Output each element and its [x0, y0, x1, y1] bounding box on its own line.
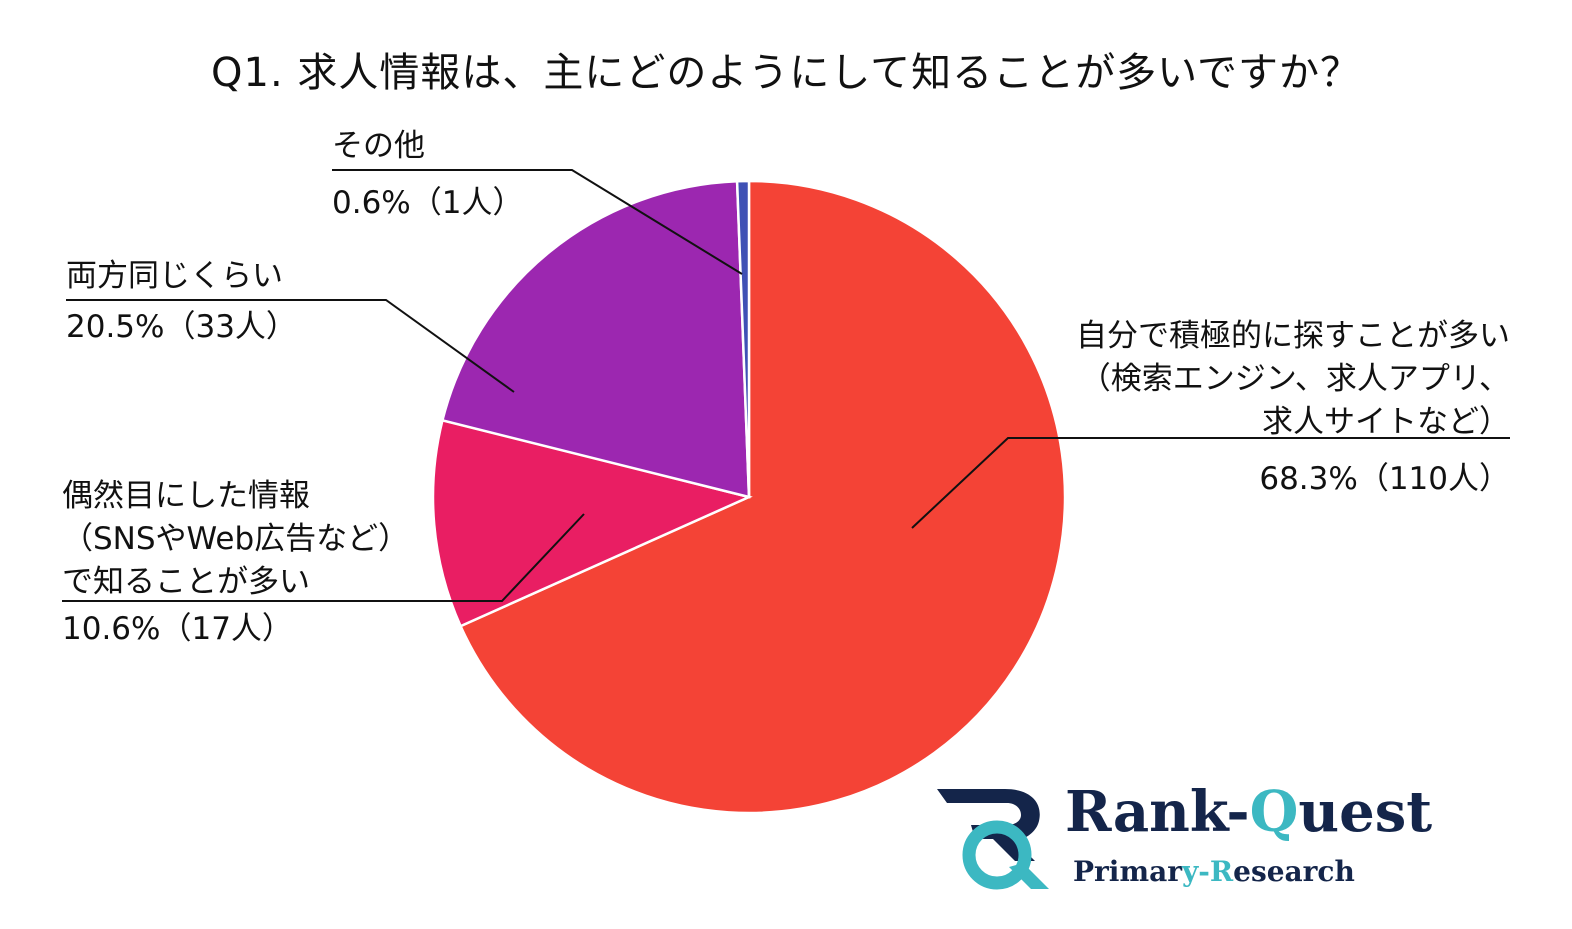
label-search-line-2: （検索エンジン、求人アプリ、 — [1079, 361, 1510, 397]
logo-title-c: Q — [1249, 779, 1299, 845]
label-search-line-3: 求人サイトなど） — [1262, 404, 1510, 440]
leader-line-other — [332, 169, 743, 275]
label-chance-line-1: 偶然目にした情報 — [62, 478, 310, 514]
label-chance-info: 偶然目にした情報 （SNSやWeb広告など） で知ることが多い 10.6%（17… — [62, 475, 409, 651]
logo-title: Rank-Quest — [1065, 779, 1432, 845]
rank-quest-logo: Rank-Quest Primary-Research — [935, 779, 1432, 895]
slice-chance-info — [431, 418, 753, 628]
logo-sub-c: R — [1209, 855, 1234, 888]
logo-title-d: uest — [1298, 779, 1433, 845]
logo-subtitle: Primary-Research — [1073, 855, 1355, 888]
logo-title-b: k- — [1189, 779, 1250, 845]
leader-line-both — [66, 299, 515, 393]
label-search-actively: 自分で積極的に探すことが多い （検索エンジン、求人アプリ、 求人サイトなど） 6… — [1076, 315, 1510, 501]
logo-sub-b: y- — [1181, 855, 1210, 888]
label-other: その他 0.6%（1人） — [332, 125, 523, 225]
chart-title: Q1. 求人情報は、主にどのようにして知ることが多いですか？ — [211, 50, 1361, 96]
value-both-equally: 20.5%（33人） — [66, 309, 297, 345]
logo-sub-d: esearch — [1233, 855, 1355, 888]
label-chance-line-3: で知ることが多い — [62, 564, 310, 600]
slice-other — [735, 179, 751, 498]
label-other-line-1: その他 — [332, 128, 425, 164]
value-other: 0.6%（1人） — [332, 185, 524, 221]
leader-line-search — [911, 437, 1510, 529]
logo-sub-a: Primar — [1073, 855, 1182, 888]
value-chance-info: 10.6%（17人） — [62, 611, 293, 647]
leader-line-chance — [62, 513, 585, 602]
label-chance-line-2: （SNSやWeb広告など） — [62, 521, 410, 557]
slice-both-equally — [440, 179, 751, 499]
logo-title-a: Ran — [1065, 779, 1190, 845]
value-search-actively: 68.3%（110人） — [1259, 461, 1510, 497]
slice-search-actively — [458, 179, 1067, 815]
logo-mark-icon — [937, 789, 1049, 890]
label-both-equally: 両方同じくらい 20.5%（33人） — [66, 255, 297, 349]
label-both-line-1: 両方同じくらい — [66, 258, 283, 294]
label-search-line-1: 自分で積極的に探すことが多い — [1076, 318, 1510, 354]
